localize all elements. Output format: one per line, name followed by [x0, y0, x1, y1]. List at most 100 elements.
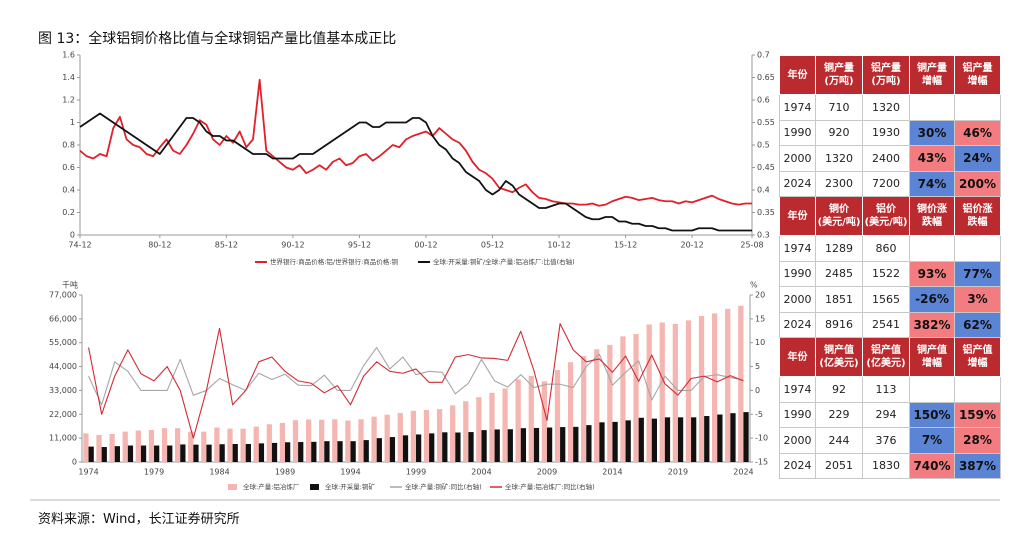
data-row: 2000 1851 1565 -26% 3% [779, 286, 1001, 313]
x-tick-label: 2014 [602, 468, 622, 477]
table-cell: 30% [909, 119, 955, 146]
bar [455, 432, 461, 462]
legend-label: 全球:开采量:铜矿 [325, 482, 375, 491]
table-cell: 7200 [862, 170, 910, 197]
table-cell: 1974 [779, 94, 816, 121]
bar [659, 322, 665, 462]
bar [429, 433, 435, 462]
table-cell: 2400 [862, 145, 910, 172]
y-tick-label: 1.2 [62, 96, 75, 105]
x-tick-label: 1989 [275, 468, 295, 477]
table-cell: 93% [909, 260, 955, 287]
bar [712, 313, 718, 462]
bar [135, 430, 141, 462]
y-tick-label: 1.4 [62, 73, 75, 82]
table-cell: 1320 [815, 145, 863, 172]
bar [324, 441, 330, 462]
bar [502, 388, 508, 462]
bar [206, 444, 212, 462]
table-cell: 1990 [779, 260, 816, 287]
table-cell: 24% [954, 145, 1001, 172]
header-cell: 铜价涨 跌幅 [909, 196, 955, 236]
table-cell: 2000 [779, 427, 816, 454]
table-cell: 77% [954, 260, 1001, 287]
x-tick-label: 2004 [471, 468, 491, 477]
bar [332, 419, 338, 462]
x-tick-label: 1994 [340, 468, 360, 477]
legend-label: 世界银行:商品价格:铝/世界银行:商品价格:铜 [270, 257, 398, 266]
table-cell: 1851 [815, 286, 863, 313]
bar [481, 430, 487, 462]
data-row: 1990 2485 1522 93% 77% [779, 260, 1001, 287]
legend-label: 全球:产量:铜矿:同比(右轴) [405, 482, 482, 491]
header-cell: 铝价 (美元/吨) [862, 196, 910, 236]
table-cell: 387% [954, 452, 1001, 479]
bar [664, 417, 671, 462]
table-cell: 113 [862, 376, 910, 403]
bar [389, 437, 396, 462]
bar [219, 444, 225, 462]
bar [607, 344, 613, 462]
table-cell: 1565 [862, 286, 910, 313]
header-cell: 年份 [779, 55, 816, 95]
bar [599, 422, 605, 462]
bar [402, 435, 409, 462]
y2-tick-label: -5 [755, 410, 763, 419]
y-tick-label: 0.6 [62, 163, 75, 172]
data-row: 1990 920 1930 30% 46% [779, 119, 1001, 146]
bar [101, 447, 107, 462]
header-row: 年份 铜产量 (万吨) 铝产量 (万吨) 铜产量 增幅 铝产量 增幅 [779, 55, 1001, 95]
bar [337, 441, 343, 462]
table-cell: 1974 [779, 235, 816, 262]
bar [154, 445, 160, 462]
bar [567, 362, 574, 462]
y-tick-label: 1 [70, 118, 75, 127]
data-row: 2024 2300 7200 74% 200% [779, 170, 1001, 197]
table-cell: 8916 [815, 311, 863, 338]
table-cell: 2541 [862, 311, 910, 338]
bar [376, 438, 382, 462]
y-tick-label: 0.8 [62, 141, 75, 150]
x-tick-label: 15-12 [614, 241, 637, 250]
y2-tick-label: 0.35 [757, 208, 775, 217]
bar [358, 419, 364, 462]
table-cell: 710 [815, 94, 863, 121]
bar [698, 316, 705, 462]
bar [685, 320, 692, 462]
header-row: 年份 铜产值 (亿美元) 铝产值 (亿美元) 铜产值 增幅 铝产值 增幅 [779, 337, 1001, 377]
series-line [79, 112, 752, 232]
header-row: 年份 铜价 (美元/吨) 铝价 (美元/吨) 铜价涨 跌幅 铝价涨 跌幅 [779, 196, 1001, 236]
header-cell: 铝产量 增幅 [954, 55, 1001, 95]
table-cell [909, 235, 955, 262]
bar [730, 413, 736, 462]
table-cell: 7% [909, 427, 955, 454]
data-row: 2000 1320 2400 43% 24% [779, 145, 1001, 172]
data-row: 1990 229 294 150% 159% [779, 401, 1001, 428]
table-cell: 229 [815, 401, 863, 428]
table-cell: 1990 [779, 119, 816, 146]
bar [533, 427, 540, 462]
x-tick-label: 10-12 [547, 241, 570, 250]
bar [450, 405, 456, 462]
bar [476, 397, 482, 462]
bar [305, 419, 312, 462]
y2-tick-label: 0.4 [757, 186, 770, 195]
bar [201, 431, 207, 462]
table-cell: 159% [954, 401, 1001, 428]
x-tick-label: 1999 [406, 468, 426, 477]
y-tick-label: 22,000 [49, 410, 77, 419]
bar [214, 427, 220, 462]
header-cell: 铝产值 (亿美元) [862, 337, 910, 377]
bar [279, 422, 286, 462]
source-note: 资料来源：Wind，长江证券研究所 [38, 512, 240, 527]
y-tick-label: 11,000 [49, 434, 77, 443]
table-cell: 43% [909, 145, 955, 172]
bar [350, 441, 356, 462]
bar [174, 428, 181, 462]
bar [253, 426, 259, 462]
y-tick-label: 77,000 [49, 291, 77, 300]
bar [520, 428, 527, 462]
header-cell: 铝价涨 跌幅 [954, 196, 1001, 236]
bar [717, 414, 723, 462]
bar [560, 427, 566, 462]
